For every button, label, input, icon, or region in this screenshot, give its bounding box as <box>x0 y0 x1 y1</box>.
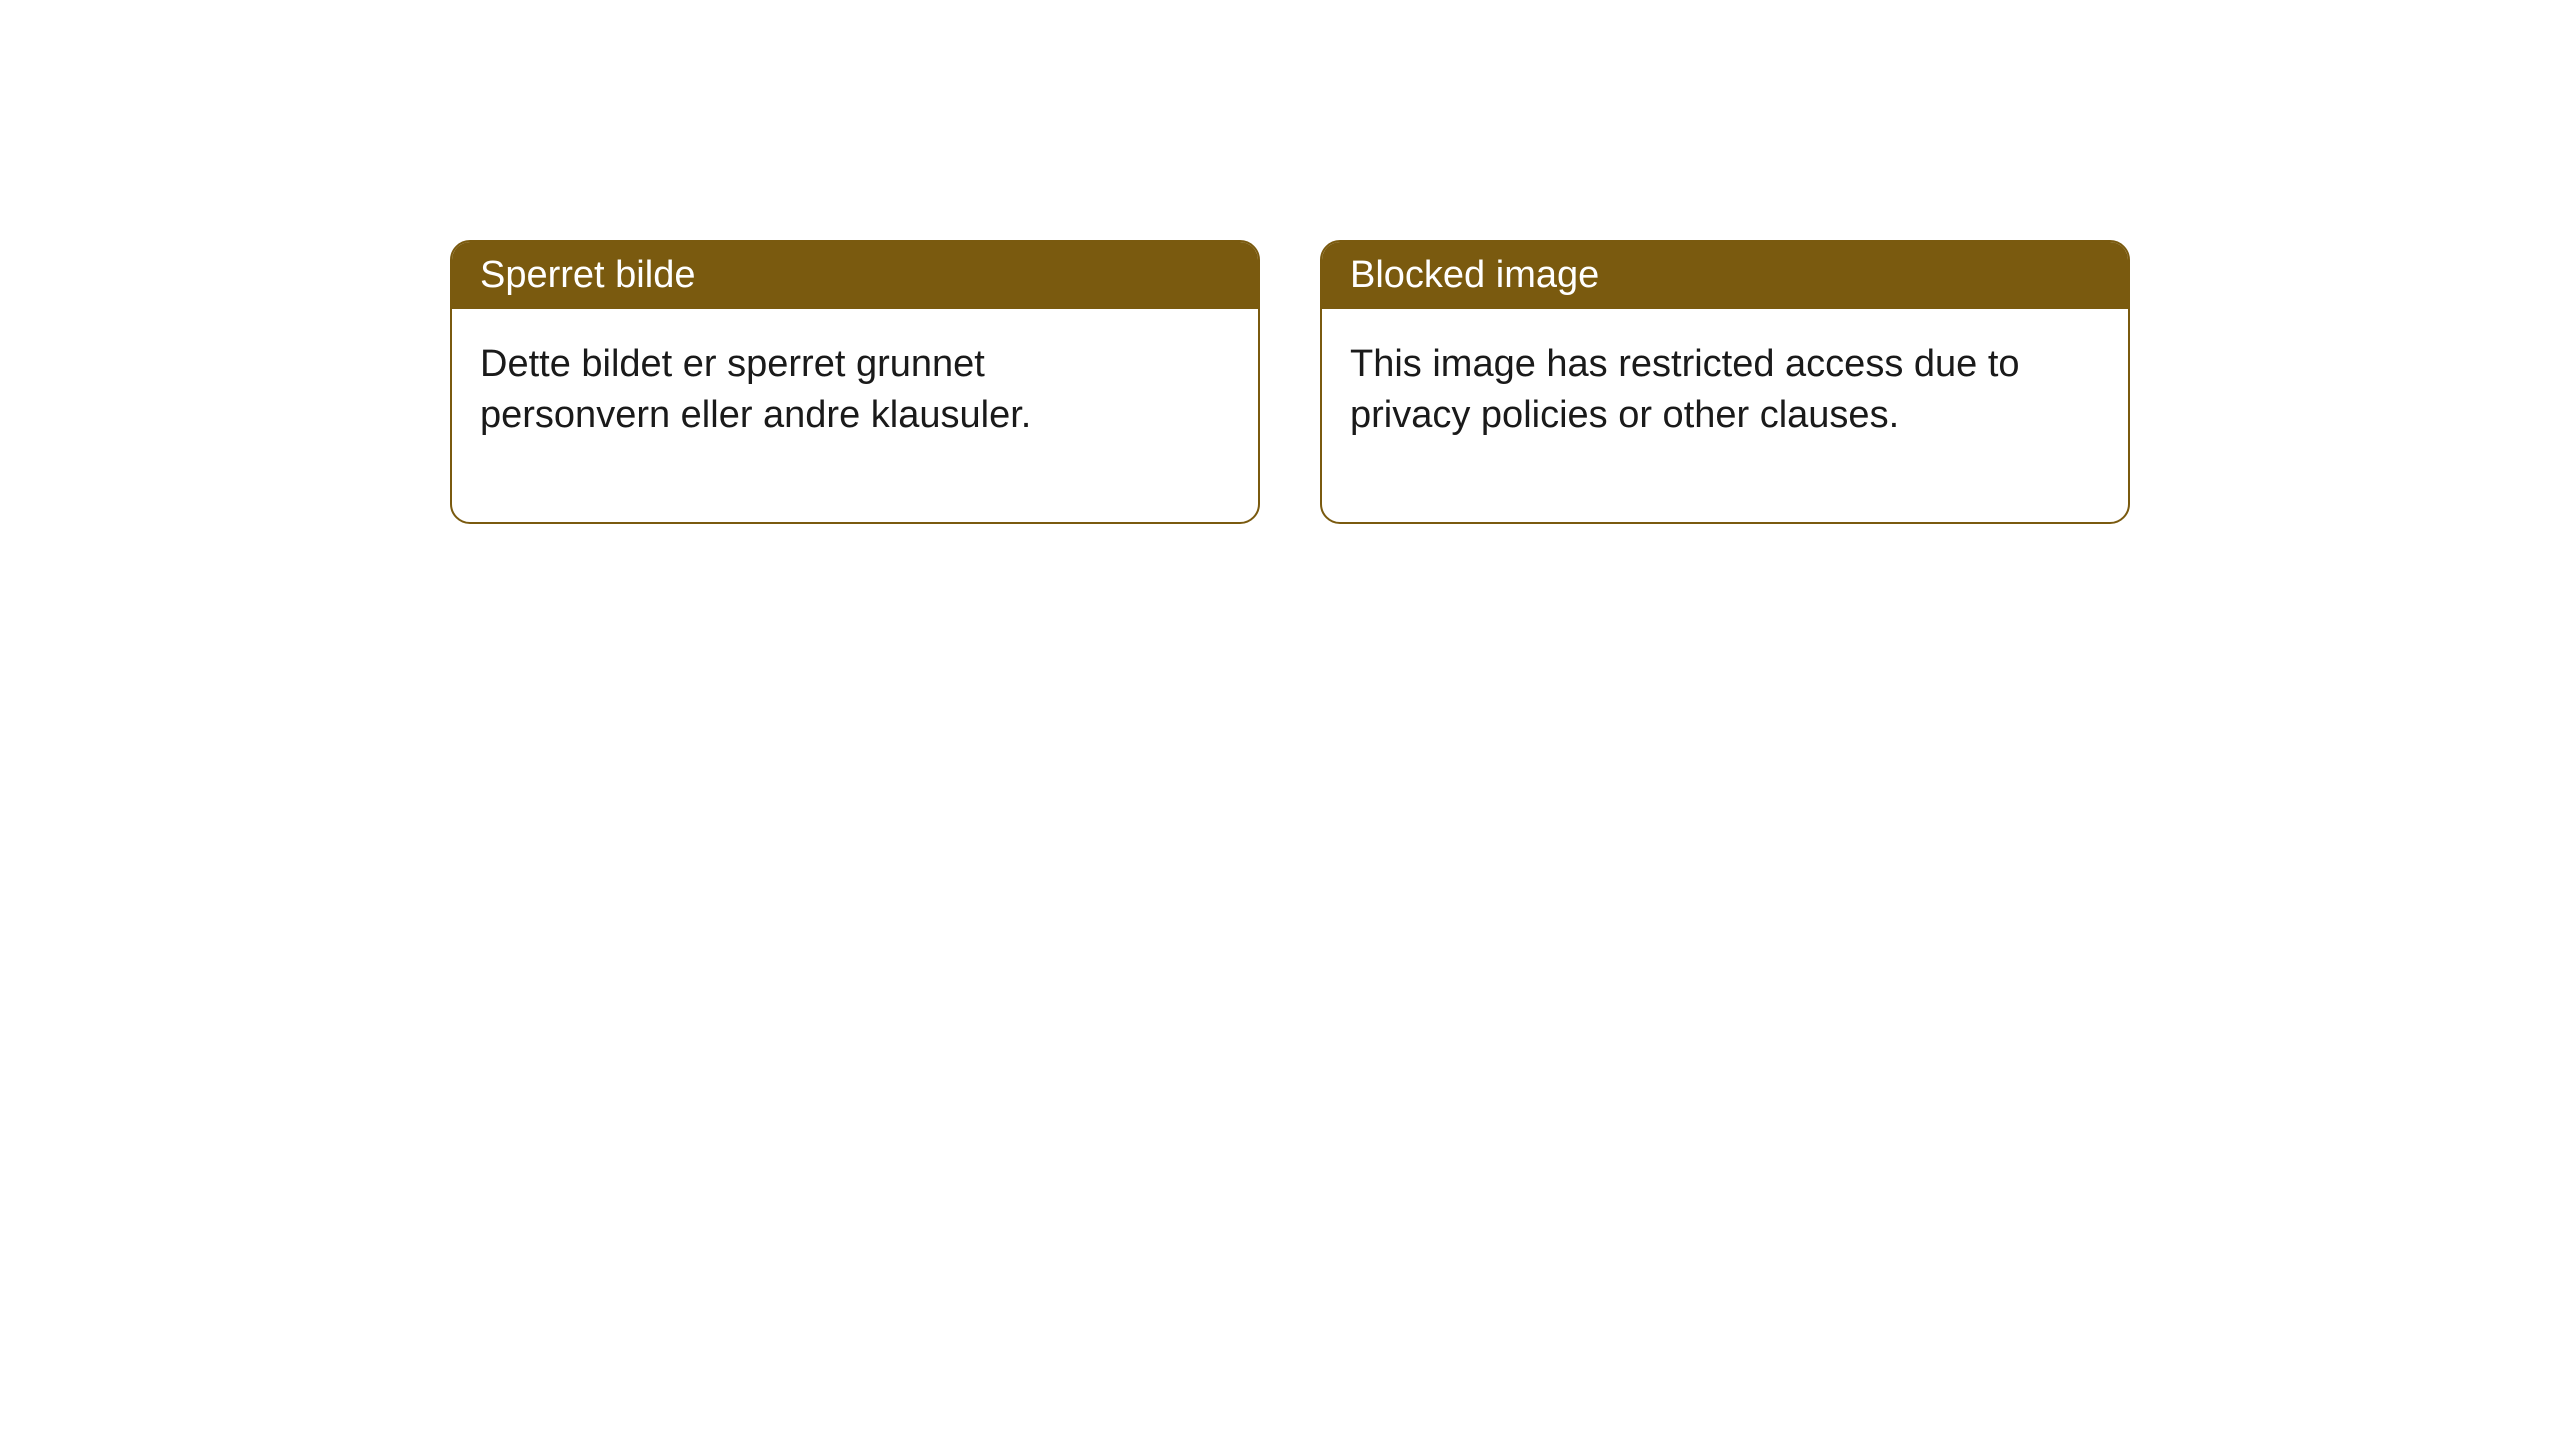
notice-card-english: Blocked image This image has restricted … <box>1320 240 2130 524</box>
notice-header-english: Blocked image <box>1322 242 2128 309</box>
notice-body-norwegian: Dette bildet er sperret grunnet personve… <box>452 309 1212 522</box>
notice-body-english: This image has restricted access due to … <box>1322 309 2082 522</box>
notice-card-norwegian: Sperret bilde Dette bildet er sperret gr… <box>450 240 1260 524</box>
notice-header-norwegian: Sperret bilde <box>452 242 1258 309</box>
notice-container: Sperret bilde Dette bildet er sperret gr… <box>0 0 2560 524</box>
